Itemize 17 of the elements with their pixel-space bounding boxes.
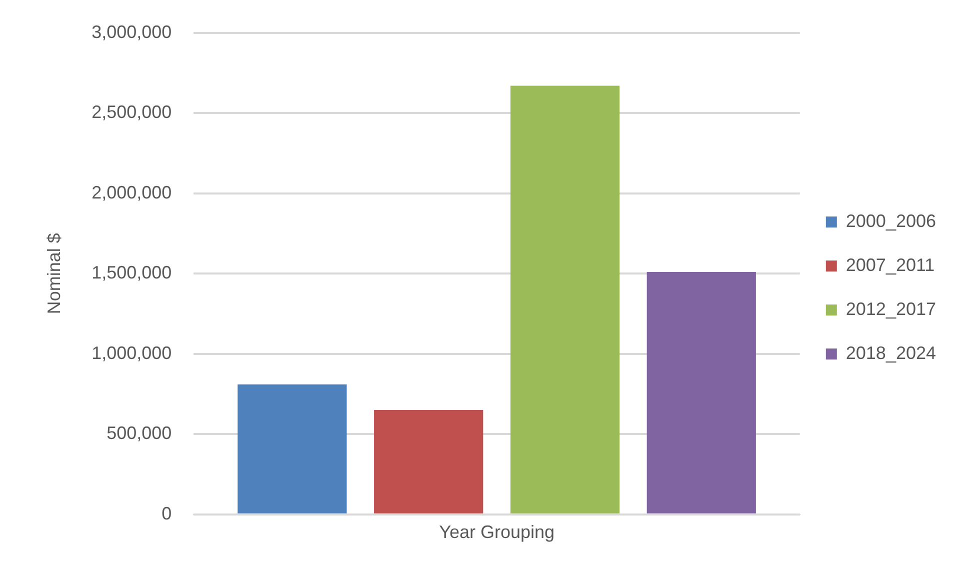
legend-label: 2007_2011 bbox=[846, 254, 935, 275]
y-tick-label: 2,500,000 bbox=[92, 102, 172, 122]
legend-label: 2018_2024 bbox=[846, 342, 936, 363]
legend-label: 2000_2006 bbox=[846, 210, 936, 231]
y-tick-label: 500,000 bbox=[106, 423, 172, 444]
y-tick-label: 2,000,000 bbox=[92, 182, 172, 202]
y-axis-title: Nominal $ bbox=[44, 233, 64, 314]
bar bbox=[510, 86, 620, 514]
legend-label: 2012_2017 bbox=[846, 298, 936, 319]
bar bbox=[238, 384, 347, 514]
bar bbox=[374, 410, 484, 514]
y-tick-label: 1,000,000 bbox=[92, 342, 172, 363]
y-tick-label: 1,500,000 bbox=[92, 262, 172, 283]
bar bbox=[646, 272, 756, 514]
x-tick-label: Year Grouping bbox=[439, 522, 554, 542]
y-tick-label: 3,000,000 bbox=[92, 22, 172, 42]
y-tick-label: 0 bbox=[162, 503, 172, 524]
